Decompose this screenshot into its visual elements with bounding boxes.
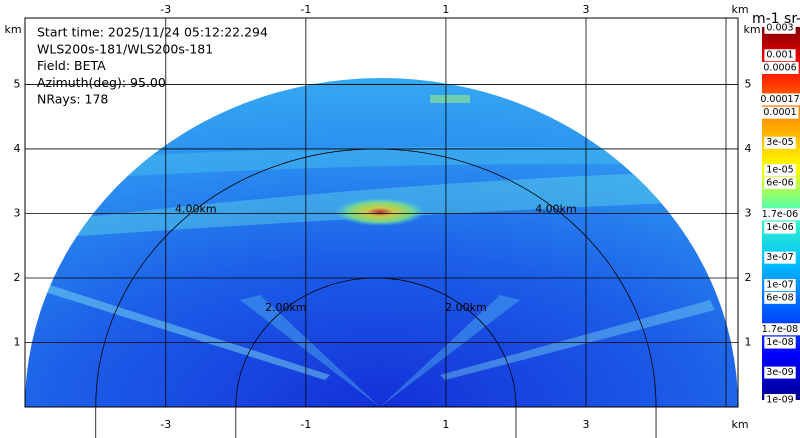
range-ring-label: 2.00km bbox=[445, 301, 487, 314]
x-tick-label: 3 bbox=[583, 3, 590, 16]
y-axis-label: km bbox=[743, 23, 760, 36]
axes: -3 -3 -1 -1 1 1 3 3 1 1 2 2 3 3 4 4 5 5 km km km km bbox=[4, 3, 760, 431]
x-tick-label: 3 bbox=[583, 418, 590, 431]
colorbar-tick bbox=[764, 394, 796, 406]
range-ring-label: 2.00km bbox=[265, 301, 307, 314]
info-line: NRays: 178 bbox=[37, 92, 108, 107]
range-rings: 2.00km 2.00km 4.00km 4.00km bbox=[95, 148, 657, 438]
range-ring-label: 4.00km bbox=[175, 202, 217, 215]
colorbar-tick bbox=[764, 136, 796, 149]
colorbar-tick bbox=[759, 323, 800, 336]
colorbar-labels: 0.0030.0010.00060.000170.00013e-051e-056… bbox=[752, 11, 800, 406]
colorbar-tick-label: 0.001 bbox=[766, 50, 793, 61]
y-tick-label: 3 bbox=[14, 206, 21, 219]
colorbar-tick bbox=[764, 251, 796, 264]
colorbar-tick-label: 3e-07 bbox=[766, 252, 793, 263]
colorbar-tick bbox=[764, 336, 796, 349]
colorbar-tick bbox=[758, 93, 800, 106]
colorbar-tick bbox=[761, 106, 799, 119]
y-tick-label: 5 bbox=[745, 77, 752, 90]
colorbar-tick-label: 1e-09 bbox=[766, 395, 793, 406]
info-line: Start time: 2025/11/24 05:12:22.294 bbox=[37, 25, 268, 40]
colorbar-title: m-1 sr-1 bbox=[752, 11, 800, 27]
colorbar-tick-label: 0.0006 bbox=[763, 62, 796, 73]
colorbar-tick bbox=[759, 208, 800, 221]
x-tick-label: -1 bbox=[300, 418, 311, 431]
colorbar-tick-label: 1.7e-06 bbox=[762, 209, 798, 220]
x-tick-label: -3 bbox=[160, 3, 171, 16]
x-tick-label: -1 bbox=[300, 3, 311, 16]
x-axis-label: km bbox=[731, 3, 748, 16]
colorbar-tick-label: 0.003 bbox=[766, 22, 793, 33]
colorbar-tick bbox=[764, 221, 796, 234]
x-tick-label: -3 bbox=[160, 418, 171, 431]
info-line: Field: BETA bbox=[37, 58, 106, 73]
colorbar-tick-label: 0.0001 bbox=[763, 107, 796, 118]
y-tick-label: 2 bbox=[14, 271, 21, 284]
colorbar-tick-label: 3e-09 bbox=[766, 367, 793, 378]
x-axis-label: km bbox=[731, 418, 748, 431]
info-line: Azimuth(deg): 95.00 bbox=[37, 75, 166, 90]
colorbar-tick bbox=[764, 279, 796, 292]
y-tick-label: 4 bbox=[745, 142, 752, 155]
colorbar-tick-label: 3e-05 bbox=[766, 137, 793, 148]
y-tick-label: 2 bbox=[745, 271, 752, 284]
colorbar-tick bbox=[764, 176, 796, 189]
y-tick-label: 4 bbox=[14, 142, 21, 155]
colorbar-tick-label: 6e-06 bbox=[766, 177, 793, 188]
plot-frame bbox=[24, 17, 739, 408]
colorbar-tick bbox=[764, 291, 796, 304]
colorbar-tick bbox=[764, 49, 796, 62]
colorbar-tick-label: 1e-05 bbox=[766, 165, 793, 176]
scan-field bbox=[25, 78, 738, 408]
y-tick-label: 1 bbox=[14, 335, 21, 348]
info-line: WLS200s-181/WLS200s-181 bbox=[37, 41, 213, 56]
x-tick-label: 1 bbox=[442, 3, 449, 16]
colorbar-tick-label: 6e-08 bbox=[766, 292, 793, 303]
colorbar-tick bbox=[764, 21, 796, 34]
colorbar-tick bbox=[764, 366, 796, 379]
range-ring-label: 4.00km bbox=[535, 202, 577, 215]
info-box: Start time: 2025/11/24 05:12:22.294WLS20… bbox=[37, 25, 268, 107]
colorbar-tick-label: 0.00017 bbox=[760, 94, 799, 105]
y-tick-label: 3 bbox=[745, 206, 752, 219]
y-axis-label: km bbox=[4, 23, 21, 36]
range-ring bbox=[235, 278, 517, 438]
colorbar-tick-label: 1e-08 bbox=[766, 337, 793, 348]
range-ring bbox=[95, 148, 657, 438]
colorbar-tick bbox=[761, 61, 799, 74]
colorbar-tick-label: 1.7e-08 bbox=[762, 324, 798, 335]
x-tick-label: 1 bbox=[442, 418, 449, 431]
y-tick-label: 5 bbox=[14, 77, 21, 90]
y-tick-label: 1 bbox=[745, 335, 752, 348]
colorbar-tick-label: 1e-07 bbox=[766, 280, 793, 291]
colorbar-tick bbox=[764, 164, 796, 177]
colorbar-tick-label: 1e-06 bbox=[766, 222, 793, 233]
